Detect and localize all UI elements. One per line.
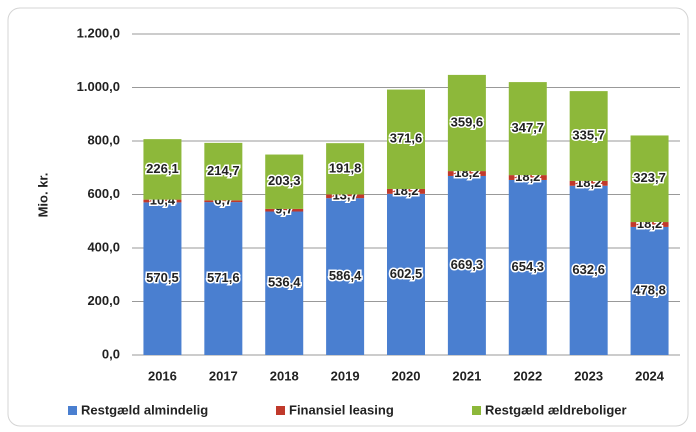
bar-segment [447, 171, 486, 176]
value-label: 191,8 [329, 160, 362, 175]
x-tick-label: 2021 [452, 368, 481, 383]
bar-segment [387, 193, 425, 355]
value-label: 226,1 [146, 161, 179, 176]
x-tick-label: 2020 [392, 368, 421, 383]
y-tick-label: 200,0 [87, 293, 120, 308]
bar-segment [143, 202, 182, 355]
bar-segment [630, 135, 669, 223]
bar-segment [569, 180, 608, 186]
bar-segment [508, 175, 547, 180]
bar-segment [143, 139, 182, 200]
value-label: 359,6 [451, 114, 484, 129]
legend-swatch [276, 406, 285, 415]
bar-segment [265, 208, 304, 212]
y-tick-label: 0,0 [102, 346, 120, 361]
value-label: 586,4 [329, 268, 362, 283]
value-label: 203,3 [268, 173, 301, 188]
legend-label: Restgæld ældreboliger [485, 402, 627, 417]
legend-swatch [472, 406, 481, 415]
x-tick-label: 2022 [513, 368, 542, 383]
bar-segment [447, 74, 486, 172]
y-tick-label: 1.000,0 [77, 79, 120, 94]
x-tick-label: 2016 [148, 368, 177, 383]
value-label: 571,6 [207, 270, 240, 285]
x-tick-label: 2018 [270, 368, 299, 383]
value-label: 536,4 [268, 275, 301, 290]
x-tick-label: 2017 [209, 368, 238, 383]
legend-swatch [68, 406, 77, 415]
bar-segment [326, 198, 365, 355]
bar-segment [204, 200, 243, 203]
bar-segment [204, 142, 243, 201]
bar-segment [447, 175, 486, 355]
bar-segment [569, 185, 608, 355]
y-tick-label: 600,0 [87, 186, 120, 201]
x-tick-label: 2023 [574, 368, 603, 383]
bar-segment [387, 188, 425, 194]
bar-segment [569, 91, 608, 181]
value-label: 570,5 [146, 270, 179, 285]
legend-label: Finansiel leasing [289, 402, 394, 417]
value-label: 602,5 [390, 266, 423, 281]
legend-label: Restgæld almindelig [81, 402, 208, 417]
bar-segment [265, 211, 304, 355]
bar-segment [630, 226, 669, 355]
bar-segment [265, 154, 304, 209]
value-label: 347,7 [512, 120, 545, 135]
y-axis-label: Mio. kr. [35, 173, 50, 218]
value-label: 669,3 [451, 257, 484, 272]
bar-segment [326, 194, 365, 199]
value-label: 654,3 [512, 259, 545, 274]
x-tick-label: 2024 [635, 368, 665, 383]
bar-segment [508, 179, 547, 355]
y-tick-label: 1.200,0 [77, 25, 120, 40]
value-label: 632,6 [572, 262, 605, 277]
y-tick-label: 400,0 [87, 239, 120, 254]
value-label: 335,7 [572, 127, 605, 142]
value-label: 371,6 [390, 131, 423, 146]
value-label: 323,7 [633, 170, 666, 185]
bar-segment [204, 202, 243, 355]
bar-segment [508, 82, 547, 176]
bar-segment [387, 89, 425, 189]
y-tick-label: 800,0 [87, 132, 120, 147]
bar-segment [630, 222, 669, 227]
value-label: 478,8 [633, 282, 666, 297]
bar-segment [326, 143, 365, 195]
x-tick-label: 2019 [331, 368, 360, 383]
bar-segment [143, 199, 182, 203]
value-label: 214,7 [207, 163, 240, 178]
